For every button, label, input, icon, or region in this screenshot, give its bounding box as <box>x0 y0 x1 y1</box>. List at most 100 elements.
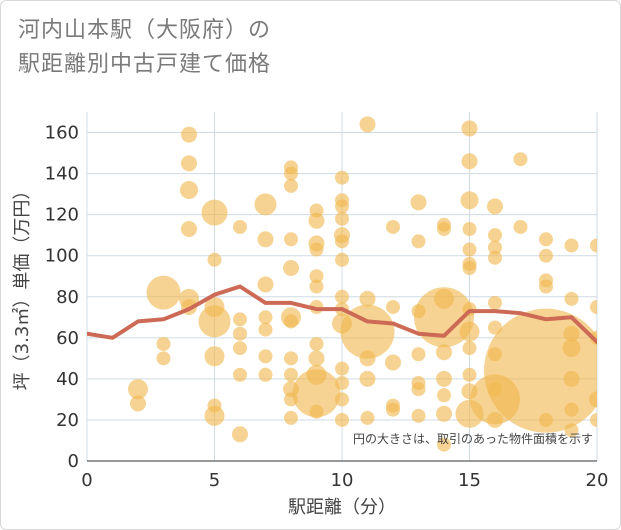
data-bubble <box>284 166 298 181</box>
data-bubble <box>181 155 197 172</box>
data-bubble <box>564 402 579 417</box>
title-line-2: 駅距離別中古戸建て価格 <box>18 52 272 77</box>
data-bubble <box>359 290 376 307</box>
data-bubble <box>335 211 349 226</box>
data-bubble <box>284 232 298 247</box>
data-bubble <box>258 349 273 364</box>
data-bubble <box>539 232 553 247</box>
data-bubble <box>385 354 401 371</box>
data-bubble <box>488 240 502 255</box>
data-bubble <box>462 341 477 356</box>
data-bubble <box>539 412 553 427</box>
data-bubble <box>233 312 247 327</box>
data-bubble <box>335 199 349 214</box>
y-axis-label: 坪（3.3㎡）単価（万円） <box>11 182 33 391</box>
data-bubble <box>335 361 349 376</box>
y-tick-label: 0 <box>68 451 79 472</box>
data-bubble <box>335 252 349 267</box>
data-bubble <box>461 120 478 137</box>
data-bubble <box>198 305 231 338</box>
data-bubble <box>436 370 452 387</box>
data-bubble <box>181 126 197 143</box>
data-bubble <box>564 238 579 253</box>
data-bubble <box>564 291 579 306</box>
data-bubble <box>539 248 553 263</box>
data-bubble <box>513 152 528 167</box>
data-bubble <box>539 279 553 294</box>
data-bubble <box>562 339 581 358</box>
data-bubble <box>461 153 478 170</box>
data-bubble <box>156 336 171 351</box>
data-bubble <box>284 314 298 329</box>
data-bubble <box>309 404 324 419</box>
x-tick-label: 0 <box>81 470 92 491</box>
y-tick-label: 80 <box>56 287 79 308</box>
data-bubble <box>254 193 277 216</box>
data-bubble <box>411 234 426 249</box>
data-bubble <box>309 269 324 284</box>
data-bubble <box>204 346 225 367</box>
data-bubble <box>233 341 247 356</box>
data-bubble <box>201 199 228 226</box>
average-price-line <box>87 284 597 344</box>
data-bubble <box>232 426 248 443</box>
trend-line-layer <box>87 284 597 344</box>
data-bubble <box>308 350 325 367</box>
data-bubble <box>563 370 580 387</box>
data-bubble <box>436 344 452 361</box>
chart-title: 河内山本駅（大阪府）の 駅距離別中古戸建て価格 <box>18 14 271 82</box>
data-bubble <box>233 219 247 234</box>
data-bubble <box>589 391 597 408</box>
data-bubble <box>437 222 451 237</box>
x-tick-label: 15 <box>458 470 481 491</box>
data-bubble <box>386 300 400 315</box>
data-bubble <box>462 261 477 276</box>
data-bubble <box>459 321 480 342</box>
data-bubble <box>386 402 400 417</box>
data-bubble <box>308 212 325 229</box>
data-bubble <box>335 375 349 390</box>
y-tick-label: 100 <box>45 246 79 267</box>
data-bubble <box>513 219 528 234</box>
title-line-1: 河内山本駅（大阪府）の <box>18 18 272 43</box>
data-bubble <box>590 238 597 253</box>
data-bubble <box>340 304 395 359</box>
data-bubble <box>462 222 477 237</box>
data-bubble <box>335 289 349 304</box>
data-bubble <box>146 275 181 310</box>
data-bubble <box>309 279 324 294</box>
data-bubble <box>487 198 503 215</box>
data-bubble <box>359 116 376 133</box>
y-tick-label: 120 <box>45 205 79 226</box>
data-bubble <box>590 412 597 427</box>
data-bubble <box>284 410 298 425</box>
y-tick-label: 40 <box>56 369 79 390</box>
x-axis-label: 駅距離（分） <box>288 497 396 518</box>
data-bubble <box>488 228 502 243</box>
x-tick-label: 5 <box>209 470 220 491</box>
data-bubble <box>335 412 349 427</box>
data-bubble <box>437 437 451 452</box>
data-bubble <box>233 367 247 382</box>
data-bubble <box>335 170 349 185</box>
data-bubble <box>335 234 349 249</box>
data-bubble <box>284 367 298 382</box>
size-annotation: 円の大きさは、取引のあった物件面積を示す <box>353 431 593 446</box>
data-bubble <box>563 325 580 342</box>
data-bubble <box>128 379 148 400</box>
data-bubble <box>292 369 341 418</box>
data-bubble <box>360 410 375 425</box>
data-bubble <box>233 326 247 341</box>
data-bubble <box>487 411 503 428</box>
bubble-layer <box>128 116 597 452</box>
data-bubble <box>309 242 324 257</box>
data-bubble <box>204 405 225 426</box>
data-bubble <box>283 260 299 277</box>
data-bubble <box>257 231 274 248</box>
data-bubble <box>386 219 400 234</box>
x-tick-label: 10 <box>331 470 354 491</box>
data-bubble <box>207 252 222 267</box>
data-bubble <box>156 351 171 366</box>
y-tick-label: 160 <box>45 123 79 144</box>
